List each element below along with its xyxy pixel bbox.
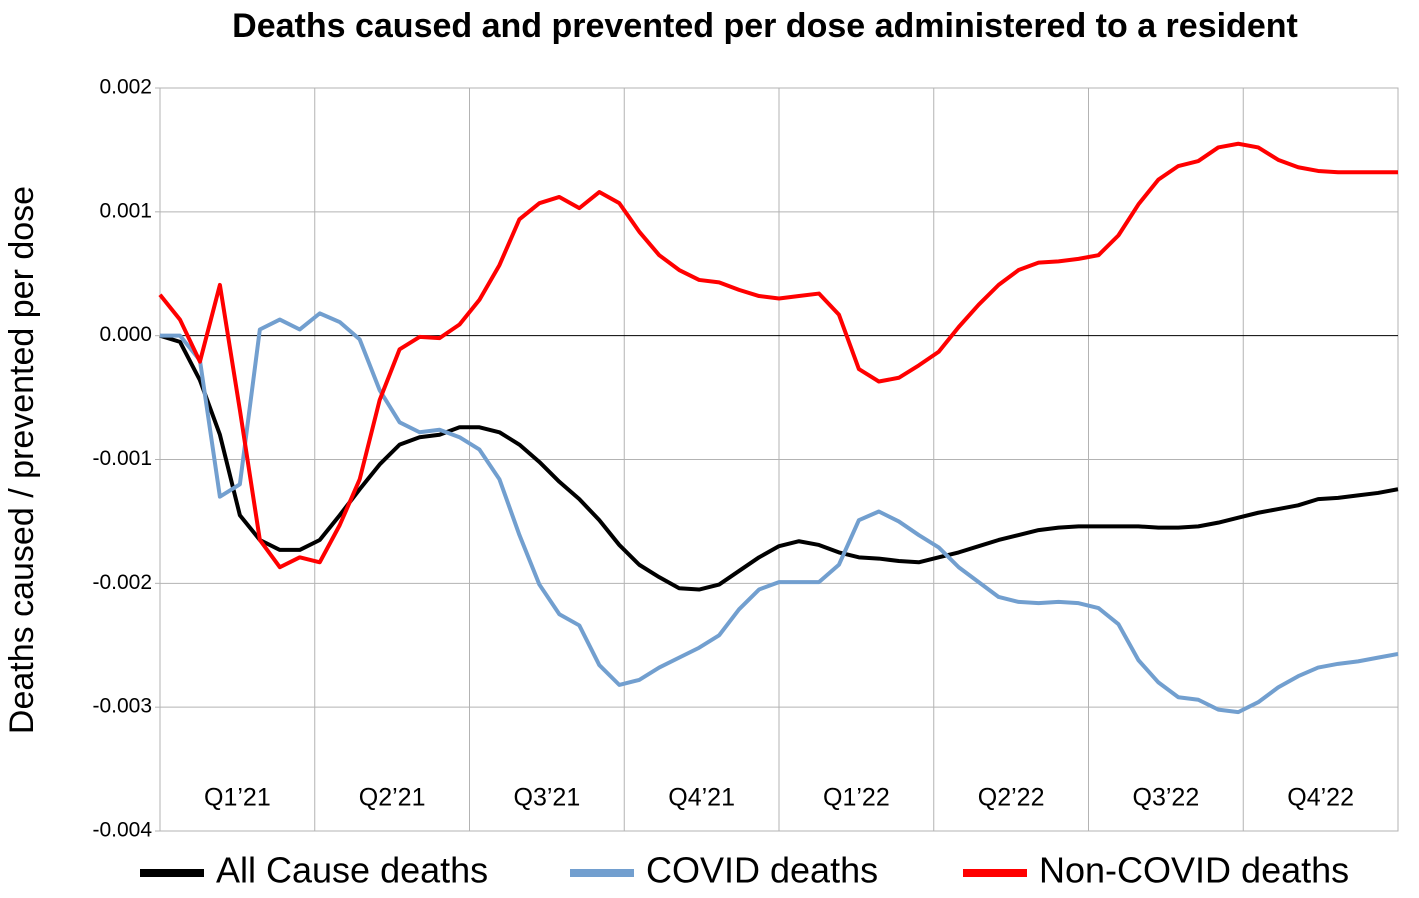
series-line (159, 333, 1399, 592)
y-tick-label: 0.000 (99, 323, 152, 346)
legend-label: All Cause deaths (216, 850, 488, 891)
x-tick-label: Q3’22 (1133, 784, 1200, 812)
y-tick-label: 0.002 (99, 76, 152, 99)
legend-label: COVID deaths (646, 850, 878, 891)
y-tick-label: -0.003 (92, 695, 152, 718)
y-tick-label: 0.001 (99, 199, 152, 222)
y-tick-label: -0.004 (92, 819, 152, 842)
y-tick-label: -0.002 (92, 571, 152, 594)
series-line (160, 311, 1399, 715)
x-tick-label: Q1’21 (204, 784, 271, 812)
legend-label: Non-COVID deaths (1039, 850, 1349, 891)
series-line (158, 141, 1398, 570)
x-tick-label: Q2’22 (978, 784, 1045, 812)
y-axis-label: Deaths caused / prevented per dose (3, 186, 41, 734)
x-tick-label: Q1’22 (823, 784, 890, 812)
x-tick-label: Q2’21 (359, 784, 426, 812)
y-tick-label: -0.001 (92, 447, 152, 470)
x-tick-label: Q3’21 (514, 784, 581, 812)
x-tick-label: Q4’22 (1287, 784, 1354, 812)
x-tick-label: Q4’21 (668, 784, 735, 812)
chart-title: Deaths caused and prevented per dose adm… (232, 7, 1298, 45)
